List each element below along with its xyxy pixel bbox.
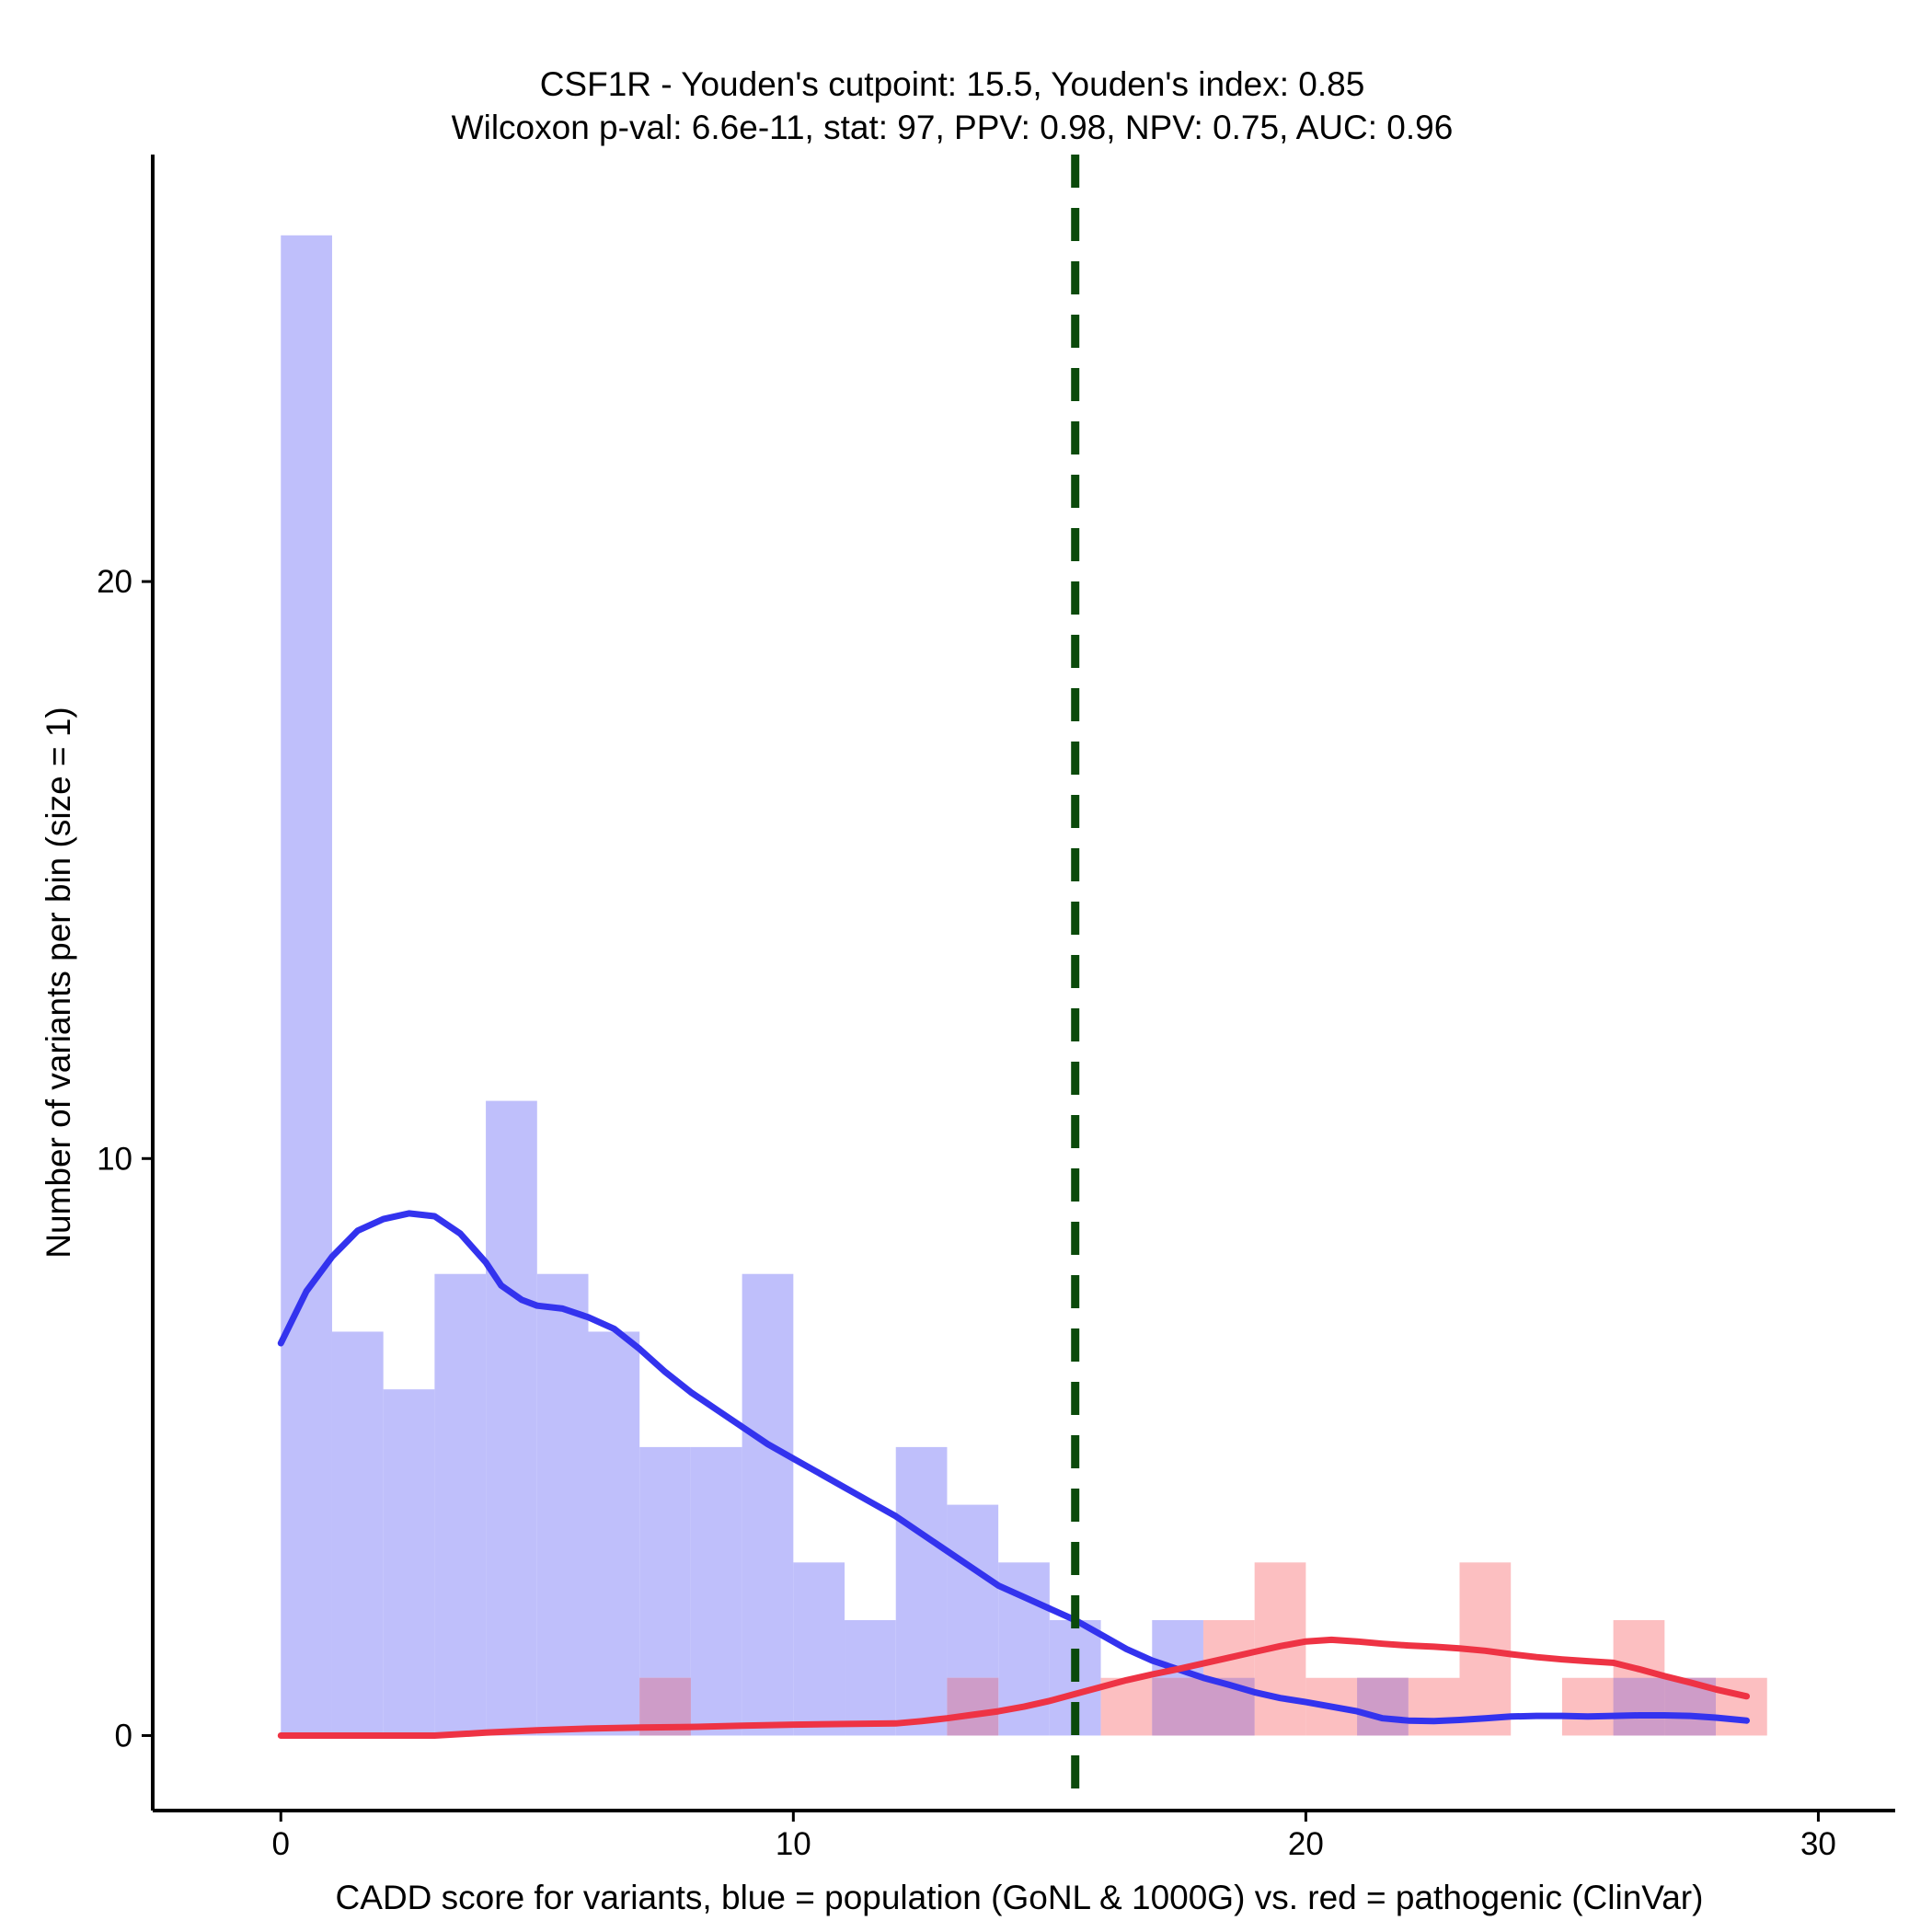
x-tick-label: 20 bbox=[1288, 1826, 1324, 1862]
chart-subtitle: Wilcoxon p-val: 6.6e-11, stat: 97, PPV: … bbox=[452, 109, 1454, 146]
population-bar bbox=[281, 235, 332, 1736]
x-tick-label: 10 bbox=[776, 1826, 811, 1862]
pathogenic-bar bbox=[1408, 1677, 1460, 1736]
y-axis-label: Number of variants per bin (size = 1) bbox=[40, 707, 77, 1258]
pathogenic-bar bbox=[1561, 1677, 1614, 1736]
population-bar bbox=[895, 1446, 948, 1736]
y-tick-label: 20 bbox=[97, 564, 132, 600]
population-bar bbox=[383, 1389, 435, 1736]
pathogenic-bar bbox=[1716, 1677, 1767, 1736]
x-axis-ticks: 0 10 20 30 bbox=[272, 1811, 1836, 1862]
population-bar bbox=[331, 1331, 384, 1736]
population-bar bbox=[742, 1273, 794, 1736]
y-axis-ticks: 0 10 20 bbox=[97, 564, 153, 1754]
population-bar bbox=[434, 1273, 487, 1736]
y-tick-label: 10 bbox=[97, 1141, 132, 1177]
overlap-bar bbox=[1357, 1677, 1409, 1736]
overlap-bar bbox=[1152, 1677, 1203, 1736]
population-bar bbox=[486, 1100, 537, 1736]
population-density-line bbox=[277, 1210, 1750, 1725]
y-tick-label: 0 bbox=[115, 1718, 132, 1754]
pathogenic-density-line bbox=[277, 1636, 1750, 1739]
x-axis-label: CADD score for variants, blue = populati… bbox=[336, 1879, 1704, 1916]
population-bar bbox=[690, 1446, 742, 1736]
population-bar bbox=[536, 1273, 589, 1736]
chart-title: CSF1R - Youden's cutpoint: 15.5, Youden'… bbox=[540, 65, 1365, 103]
x-tick-label: 30 bbox=[1800, 1826, 1836, 1862]
population-bar bbox=[793, 1562, 845, 1736]
population-bar bbox=[845, 1620, 896, 1736]
overlap-bar bbox=[1613, 1677, 1665, 1736]
population-bars bbox=[281, 235, 1717, 1736]
x-tick-label: 0 bbox=[272, 1826, 290, 1862]
population-bar bbox=[588, 1331, 640, 1736]
overlap-bar bbox=[947, 1677, 999, 1736]
